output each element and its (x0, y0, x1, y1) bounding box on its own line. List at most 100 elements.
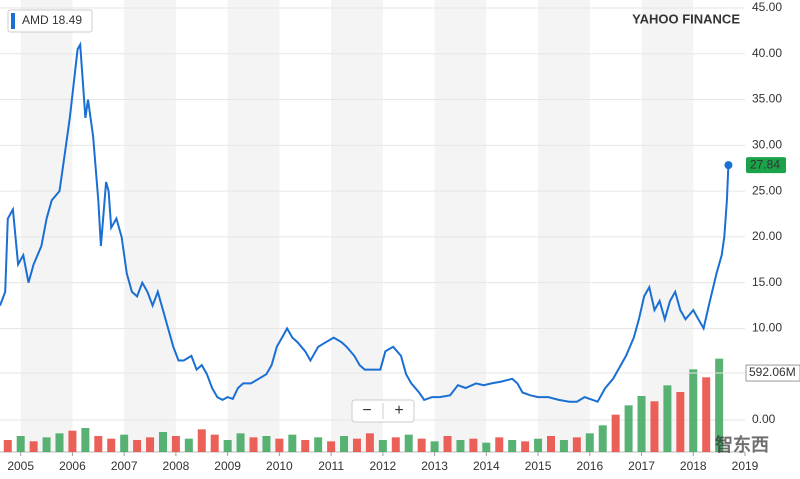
x-tick-label: 2014 (473, 459, 500, 473)
volume-bar (430, 441, 439, 452)
y-tick-label: 40.00 (752, 46, 782, 60)
volume-bar (275, 438, 284, 452)
x-tick-label: 2016 (576, 459, 603, 473)
volume-bar (210, 434, 219, 452)
volume-bar (378, 440, 387, 452)
volume-bar (443, 436, 452, 452)
y-tick-label: 0.00 (752, 412, 776, 426)
volume-bar (352, 438, 361, 452)
volume-bar (42, 437, 51, 452)
y-tick-label: 25.00 (752, 183, 782, 197)
volume-bar (611, 414, 620, 452)
legend-box (7, 9, 93, 33)
last-value-badge (746, 157, 786, 174)
volume-bar (404, 434, 413, 452)
volume-bar (546, 436, 555, 452)
volume-bar (624, 405, 633, 452)
volume-bar (197, 429, 206, 452)
volume-bar (68, 430, 77, 452)
volume-bar (94, 436, 103, 452)
volume-bar (521, 441, 530, 452)
legend-swatch (11, 13, 15, 29)
volume-bar (482, 442, 491, 452)
volume-bar (146, 437, 155, 452)
y2-tick-label: 592.06M (749, 365, 796, 379)
volume-bar (120, 434, 129, 452)
volume-bar (184, 438, 193, 452)
year-stripe (227, 0, 280, 452)
volume-bar (508, 440, 517, 452)
y-tick-label: 30.00 (752, 138, 782, 152)
volume-bar (262, 436, 271, 452)
volume-bar (689, 369, 698, 452)
y-tick-label: 45.00 (752, 0, 782, 14)
volume-bar (16, 436, 25, 452)
zoom-out[interactable]: − (362, 402, 371, 419)
y2-label-box (745, 364, 800, 382)
volume-bar (559, 440, 568, 452)
x-tick-label: 2017 (628, 459, 655, 473)
x-tick-label: 2005 (7, 459, 34, 473)
x-tick-label: 2009 (214, 459, 241, 473)
last-point (724, 161, 733, 170)
volume-bar (534, 438, 543, 452)
volume-bar (637, 396, 646, 452)
y-tick-label: 20.00 (752, 229, 782, 243)
volume-bar (456, 440, 465, 452)
volume-bar (236, 433, 245, 452)
x-tick-label: 2006 (59, 459, 86, 473)
volume-bar (417, 438, 426, 452)
x-tick-label: 2013 (421, 459, 448, 473)
volume-bar (133, 440, 142, 452)
watermark: YAHOO FINANCE (632, 11, 740, 26)
price-line (0, 41, 730, 403)
volume-bar (572, 437, 581, 452)
x-tick-label: 2010 (266, 459, 293, 473)
y-tick-label: 15.00 (752, 275, 782, 289)
volume-bar (585, 433, 594, 452)
year-stripe (538, 0, 590, 452)
year-stripe (20, 0, 73, 452)
year-stripe (641, 0, 694, 452)
year-stripe (434, 0, 487, 452)
volume-bar (301, 440, 310, 452)
volume-bar (469, 438, 478, 452)
volume-bar (598, 425, 607, 452)
x-tick-label: 2019 (732, 459, 759, 473)
volume-bar (340, 436, 349, 452)
year-stripe (331, 0, 383, 452)
volume-bar (29, 441, 38, 452)
volume-bar (171, 436, 180, 452)
volume-bar (288, 434, 297, 452)
x-tick-label: 2012 (369, 459, 396, 473)
volume-bar (3, 440, 12, 452)
volume-bar (223, 440, 232, 452)
volume-bar (365, 433, 374, 452)
volume-bar (650, 401, 659, 452)
x-tick-label: 2011 (318, 459, 344, 473)
x-tick-label: 2007 (111, 459, 138, 473)
volume-bar (676, 392, 685, 452)
volume-bar (715, 358, 724, 452)
volume-bar (158, 432, 167, 452)
corner-watermark: 智东西 (715, 434, 769, 455)
x-tick-label: 2018 (680, 459, 707, 473)
volume-bar (391, 437, 400, 452)
background (20, 0, 694, 452)
volume-bar (663, 385, 672, 452)
volume-bar (107, 438, 116, 452)
x-tick-label: 2015 (525, 459, 552, 473)
volume-bar (249, 437, 258, 452)
volume-bar (327, 441, 336, 452)
volume-bar (495, 437, 504, 452)
volume-bar (81, 428, 90, 452)
zoom-in[interactable]: + (394, 402, 403, 419)
x-tick-label: 2008 (163, 459, 190, 473)
volume-bar (702, 377, 711, 452)
y-tick-label: 35.00 (752, 92, 782, 106)
year-stripe (124, 0, 176, 452)
volume-bar (55, 433, 64, 452)
volume-bar (314, 437, 323, 452)
last-value-label: 27.84 (750, 157, 780, 171)
